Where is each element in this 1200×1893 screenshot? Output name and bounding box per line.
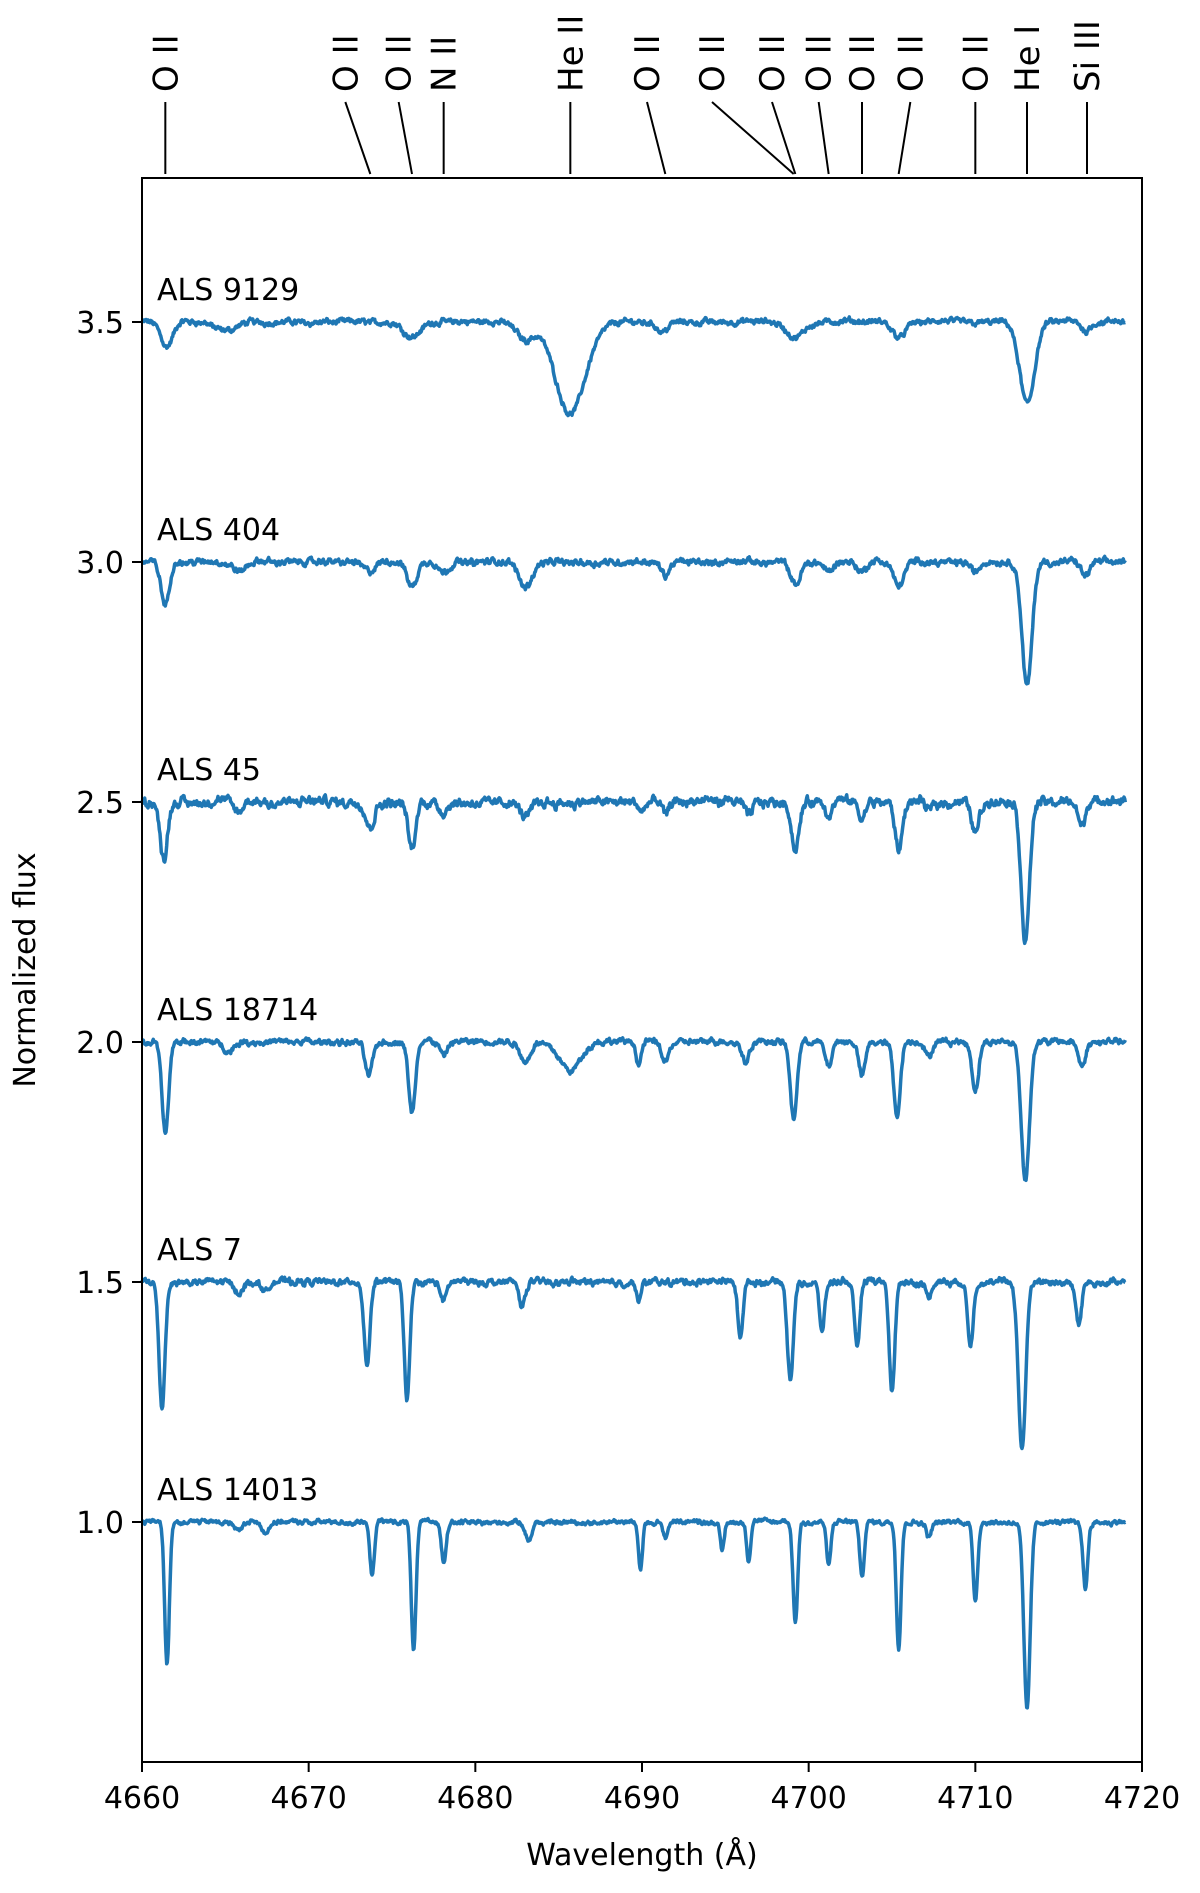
y-tick-label: 2.0 [76, 1026, 124, 1061]
line-id-label: O II [843, 34, 883, 92]
y-axis: 1.0 1.5 2.0 2.5 3.0 3.5 [76, 306, 142, 1541]
x-tick-label: 4690 [604, 1781, 680, 1816]
y-tick-label: 1.5 [76, 1266, 124, 1301]
series-label: ALS 7 [157, 1233, 242, 1268]
x-axis-label: Wavelength (Å) [526, 1837, 757, 1873]
line-id-marker [711, 101, 795, 175]
x-tick-label: 4700 [770, 1781, 846, 1816]
x-axis: 4660 4670 4680 4690 4700 4710 4720 [104, 1762, 1180, 1816]
y-tick-label: 3.0 [76, 546, 124, 581]
y-tick-label: 3.5 [76, 306, 124, 341]
line-id-label: O II [693, 34, 733, 92]
line-identifications: O II O II O II N II He II O II O II O II O II O I… [146, 15, 1108, 175]
series-label: ALS 18714 [157, 993, 318, 1028]
series-label: ALS 9129 [157, 273, 299, 308]
line-id-label: N II [425, 36, 465, 92]
spectrum-line [140, 554, 1127, 686]
line-id-marker [897, 101, 912, 175]
line-id-label: Si III [1068, 20, 1108, 92]
spectrum-line [140, 315, 1127, 418]
x-tick-label: 4660 [104, 1781, 180, 1816]
y-tick-label: 2.5 [76, 786, 124, 821]
series-label: ALS 45 [157, 753, 261, 788]
spectrum-line [140, 1275, 1127, 1451]
spectrum-line [140, 1516, 1127, 1710]
line-id-label: O II [628, 34, 668, 92]
x-tick-label: 4720 [1104, 1781, 1180, 1816]
line-id-label: O II [800, 34, 840, 92]
line-id-label: O II [956, 34, 996, 92]
line-id-marker [771, 101, 797, 175]
line-id-label: O II [753, 34, 793, 92]
line-id-marker [817, 101, 830, 175]
line-id-label: He II [551, 15, 591, 92]
x-tick-label: 4710 [937, 1781, 1013, 1816]
line-id-label: He I [1008, 25, 1048, 92]
series-label: ALS 14013 [157, 1473, 318, 1508]
spectrum-line [140, 1036, 1127, 1183]
line-id-label: O II [146, 34, 186, 92]
series-layer: ALS 9129 ALS 404 ALS 45 ALS 18714 ALS 7 ALS 1… [140, 273, 1128, 1710]
line-id-marker [646, 101, 667, 175]
y-tick-label: 1.0 [76, 1506, 124, 1541]
line-id-marker [397, 101, 413, 175]
line-id-marker [344, 101, 372, 175]
spectrum-line [140, 793, 1128, 946]
y-axis-label: Normalized flux [8, 852, 43, 1087]
x-tick-label: 4670 [270, 1781, 346, 1816]
line-id-label: O II [380, 34, 420, 92]
line-id-label: O II [326, 34, 366, 92]
series-label: ALS 404 [157, 513, 280, 548]
line-id-label: O II [891, 34, 931, 92]
x-tick-label: 4680 [437, 1781, 513, 1816]
